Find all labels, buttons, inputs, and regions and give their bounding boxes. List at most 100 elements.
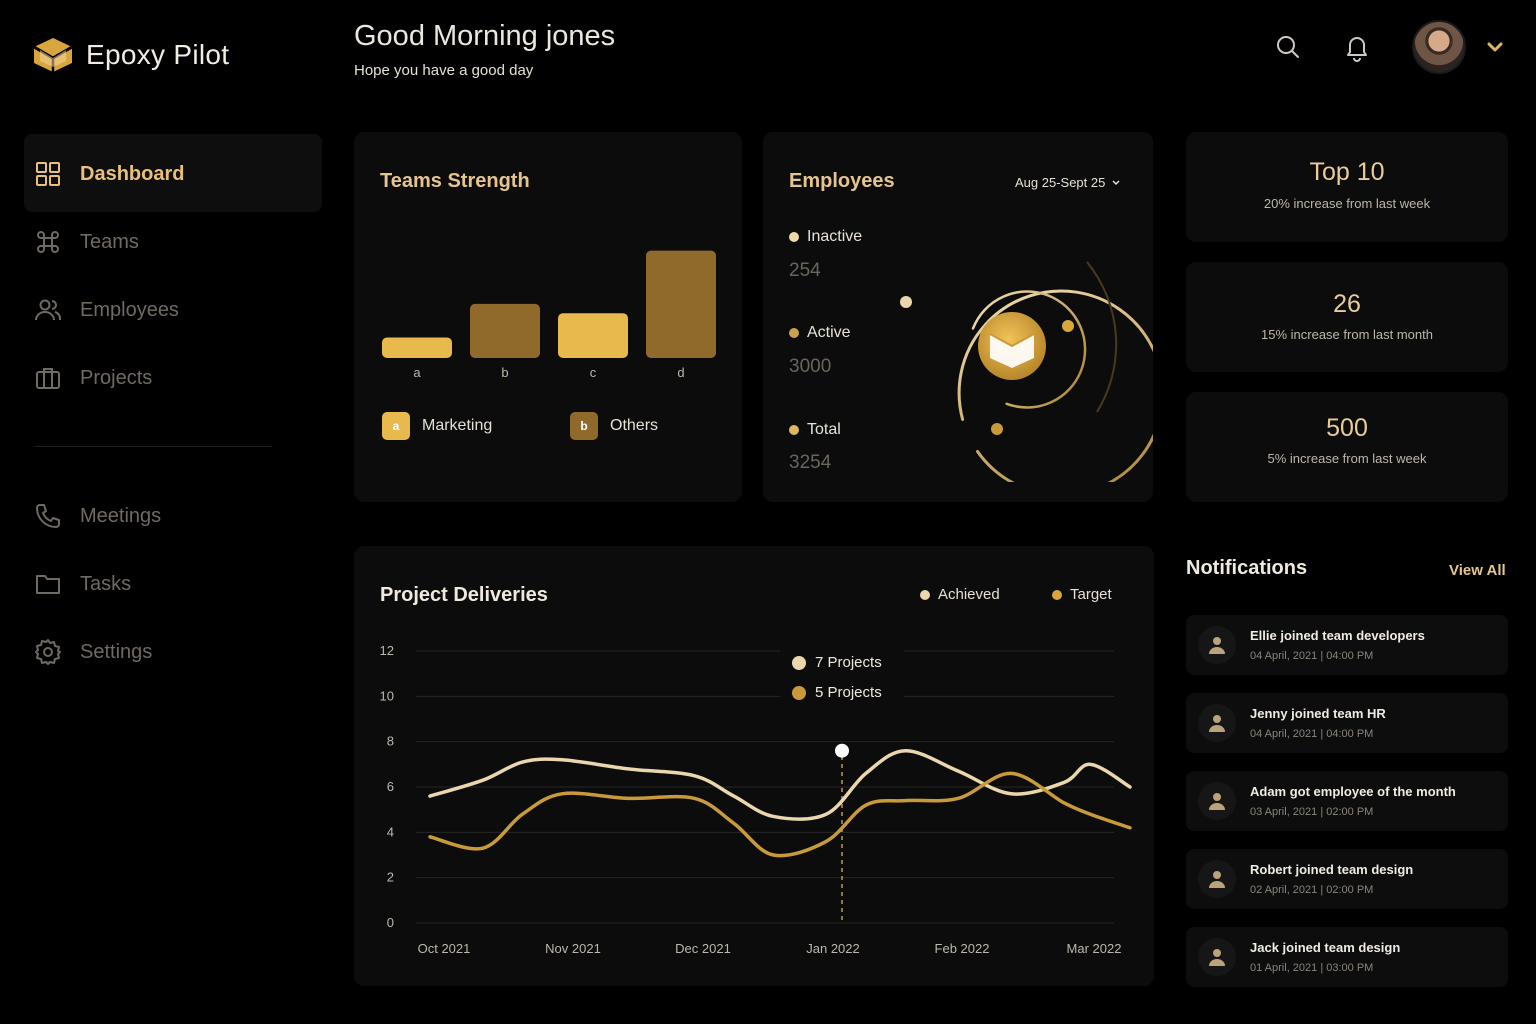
bar-a[interactable] [382, 337, 452, 358]
y-tick-label: 4 [387, 824, 394, 839]
notification-text: Ellie joined team developers [1250, 628, 1425, 643]
bell-icon[interactable] [1343, 32, 1371, 62]
view-all-link[interactable]: View All [1449, 562, 1506, 579]
user-avatar[interactable] [1412, 20, 1466, 74]
sidebar-divider [34, 446, 272, 447]
stat-value: 26 [1333, 290, 1361, 318]
sidebar-item-label: Settings [80, 640, 153, 663]
employees-inactive-value: 254 [789, 260, 821, 281]
sidebar-item-tasks[interactable]: Tasks [34, 570, 131, 598]
search-icon[interactable] [1274, 33, 1302, 61]
x-tick-label: Mar 2022 [1067, 941, 1122, 956]
chevron-down-icon[interactable] [1486, 40, 1504, 54]
brand-logo[interactable]: Epoxy Pilot [32, 36, 229, 74]
sidebar-item-label: Teams [80, 230, 139, 253]
notification-item[interactable]: Jenny joined team HR 04 April, 2021 | 04:… [1186, 693, 1508, 753]
employees-total-label: Total [789, 421, 841, 439]
x-tick-label: Feb 2022 [935, 941, 990, 956]
tooltip-row-achieved: 7 Projects [792, 654, 882, 671]
date-range-select[interactable]: Aug 25-Sept 25 [1015, 175, 1121, 190]
legend-others-label: Others [610, 417, 659, 434]
achieved-dot [920, 589, 930, 600]
project-deliveries-card: Project Deliveries Achieved Target 0 2 4 6 8… [354, 546, 1154, 986]
sidebar-item-projects[interactable]: Projects [34, 364, 152, 392]
notification-item[interactable]: Adam got employee of the month 03 April, … [1186, 771, 1508, 831]
phone-icon [36, 504, 60, 528]
stat-card-500: 500 5% increase from last week [1186, 392, 1508, 502]
total-label-text: Total [807, 421, 841, 438]
user-avatar-icon [1198, 626, 1236, 664]
sidebar-item-meetings[interactable]: Meetings [34, 502, 161, 530]
tooltip-achieved-text: 7 Projects [815, 654, 882, 671]
y-tick-label: 2 [387, 870, 394, 885]
bar-label-b: b [501, 365, 508, 380]
user-avatar-icon [1198, 704, 1236, 742]
sidebar-item-employees[interactable]: Employees [34, 296, 179, 324]
legend-marketing: a Marketing [382, 412, 492, 440]
achieved-label: Achieved [938, 586, 1000, 603]
stat-value: 500 [1326, 414, 1368, 442]
grid-icon [36, 162, 60, 186]
gear-icon [35, 639, 61, 665]
x-tick-label: Jan 2022 [806, 941, 860, 956]
tooltip-row-target: 5 Projects [792, 684, 882, 701]
employees-card: Employees Aug 25-Sept 25 Inactive 254 Ac… [763, 132, 1153, 502]
notification-time: 03 April, 2021 | 02:00 PM [1250, 806, 1374, 818]
sidebar-item-label: Tasks [80, 572, 132, 595]
employees-title: Employees [789, 170, 895, 192]
user-avatar-icon [1198, 782, 1236, 820]
sidebar-item-teams[interactable]: Teams [34, 228, 139, 256]
y-tick-label: 8 [387, 734, 394, 749]
y-tick-label: 0 [387, 915, 394, 930]
users-icon [35, 299, 62, 321]
employees-inactive-label: Inactive [789, 228, 862, 246]
date-range-label: Aug 25-Sept 25 [1015, 175, 1106, 190]
stat-card-26: 26 15% increase from last month [1186, 262, 1508, 372]
series-line-target[interactable] [428, 771, 1132, 858]
employees-active-label: Active [789, 324, 851, 342]
x-tick-label: Oct 2021 [418, 941, 471, 956]
notification-text: Robert joined team design [1250, 862, 1414, 877]
notification-item[interactable]: Jack joined team design 01 April, 2021 | … [1186, 927, 1508, 987]
notification-item[interactable]: Ellie joined team developers 04 April, 20… [1186, 615, 1508, 675]
stat-card-top10: Top 10 20% increase from last week [1186, 132, 1508, 242]
x-tick-label: Dec 2021 [675, 941, 731, 956]
notifications-title: Notifications [1186, 557, 1308, 579]
tooltip-achieved-dot [792, 655, 806, 670]
bar-b[interactable] [470, 303, 540, 358]
notification-time: 04 April, 2021 | 04:00 PM [1250, 650, 1374, 662]
bar-c[interactable] [558, 313, 628, 358]
notification-item[interactable]: Robert joined team design 02 April, 2021 … [1186, 849, 1508, 909]
series-line-achieved[interactable] [428, 748, 1132, 821]
sidebar-item-dashboard[interactable]: Dashboard [34, 160, 184, 188]
employees-total-value: 3254 [789, 452, 832, 473]
highlight-point[interactable] [835, 743, 849, 758]
user-avatar-icon [1198, 938, 1236, 976]
user-avatar-icon [1198, 860, 1236, 898]
active-dot [789, 328, 799, 338]
chevron-down-icon [1112, 179, 1120, 185]
notification-time: 04 April, 2021 | 04:00 PM [1250, 728, 1374, 740]
sidebar-item-label: Meetings [80, 504, 162, 527]
sidebar-item-label: Projects [80, 366, 153, 389]
total-dot [789, 425, 799, 435]
notification-text: Jack joined team design [1250, 940, 1401, 955]
briefcase-icon [36, 368, 60, 389]
tooltip-target-text: 5 Projects [815, 684, 882, 701]
teams-strength-chart: a b c d [382, 250, 716, 380]
stat-caption: 20% increase from last week [1263, 196, 1431, 211]
command-icon [37, 231, 59, 253]
stat-value: Top 10 [1309, 158, 1385, 186]
project-deliveries-chart: 0 2 4 6 8 10 12 Oct 2021 Nov 2021 Dec 2021 Jan 202… [380, 643, 1132, 956]
y-tick-label: 12 [380, 643, 394, 658]
y-tick-label: 10 [380, 688, 394, 703]
bar-d[interactable] [646, 250, 716, 358]
notification-text: Jenny joined team HR [1250, 706, 1386, 721]
chart-tooltip: 7 Projects 5 Projects [780, 642, 904, 714]
target-label: Target [1070, 586, 1112, 603]
target-dot [1052, 589, 1062, 600]
teams-strength-card: Teams Strength a b c d a Marketing b Others [354, 132, 742, 502]
notification-text: Adam got employee of the month [1250, 784, 1456, 799]
sidebar-item-settings[interactable]: Settings [34, 638, 152, 666]
bar-label-a: a [413, 365, 421, 380]
